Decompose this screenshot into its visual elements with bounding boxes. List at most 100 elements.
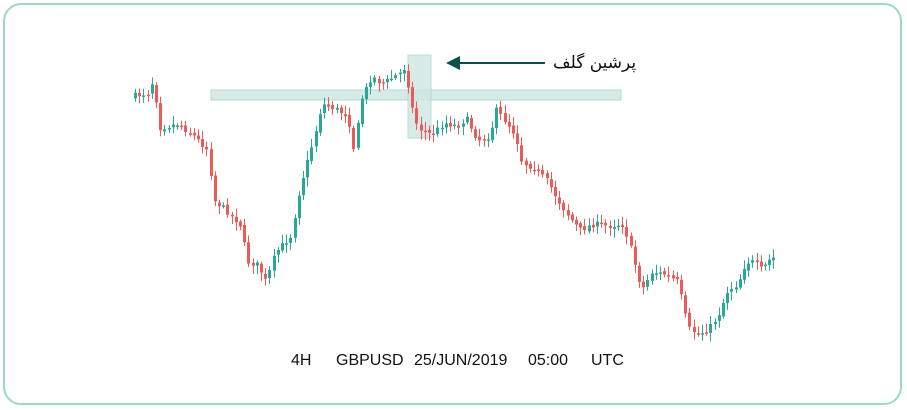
candle-body [743,269,746,280]
candle-body [331,105,334,110]
candle-body [760,261,763,267]
candle-body [231,214,234,217]
candle-body [373,77,376,83]
candle-body [474,129,477,138]
candle-body [487,139,490,141]
candle-body [218,202,221,207]
candle-body [268,269,271,278]
candle-body [306,159,309,178]
candle-body [550,179,553,188]
candle-body [449,123,452,127]
candle-body [445,123,448,128]
candle-body [630,235,633,246]
candle-body [365,87,368,100]
candle-body [571,214,574,221]
candle-body [537,169,540,171]
candle-body [315,131,318,147]
candle-body [705,332,708,334]
candle-body [142,95,145,97]
candle-body [436,127,439,134]
candle-body [609,225,612,228]
candle-body [478,136,481,141]
candle-body [327,104,330,107]
candle-body [659,272,662,274]
candle-body [768,259,771,265]
candle-body [470,118,473,129]
candle-body [394,75,397,79]
candle-body [390,78,393,81]
candle-body [386,78,389,83]
candle-body [529,163,532,169]
candle-body [697,333,700,335]
candle-body [512,125,515,134]
candle-body [415,108,418,124]
time-label: 05:00 [528,352,569,369]
candle-body [239,221,242,227]
candle-body [352,127,355,150]
highlight-box [407,54,432,139]
candle-body [407,70,410,88]
candle-body [764,264,767,267]
candle-body [655,273,658,275]
candle-body [617,225,620,228]
candle-body [525,160,528,166]
candle-body [667,275,670,277]
candle-body [499,106,502,114]
candle-body [319,114,322,133]
candle-body [596,221,599,227]
candle-body [399,72,402,75]
candle-body [176,125,179,127]
candle-body [214,175,217,202]
candle-body [222,205,225,207]
candle-body [579,223,582,228]
candle-body [680,279,683,295]
candle-body [424,130,427,133]
candle-body [772,257,775,261]
candle-body [516,133,519,144]
candle-body [277,249,280,255]
candles-group [134,64,775,342]
candle-body [466,116,469,123]
candle-body [163,129,166,132]
candle-body [714,321,717,325]
candle-body [264,274,267,279]
candle-body [168,128,171,130]
candle-body [340,107,343,113]
candle-body [189,133,192,135]
candle-body [210,149,213,176]
candle-body [457,125,460,128]
candle-body [558,197,561,204]
symbol-label: GBPUSD [336,352,404,369]
candle-body [201,139,204,147]
candle-body [613,227,616,229]
candle-body [588,225,591,232]
candle-body [453,124,456,127]
candle-body [155,85,158,103]
candle-body [554,186,557,197]
candle-body [718,315,721,321]
candle-body [735,287,738,290]
candle-body [575,219,578,225]
candle-body [730,288,733,292]
candle-body [180,125,183,128]
candle-body [184,125,187,132]
candle-body [298,195,301,219]
candle-body [378,78,381,84]
candle-body [382,82,385,84]
candle-body [462,123,465,127]
candle-body [747,263,750,271]
chart-frame [3,3,902,405]
candle-body [638,265,641,282]
candle-body [508,121,511,127]
candle-body [281,243,284,251]
candle-body [642,281,645,288]
candle-body [722,303,725,317]
candle-body [701,333,704,335]
chart-footer: 4H GBPUSD 25/JUN/2019 05:00 UTC [0,352,907,376]
candle-body [273,255,276,271]
candle-body [369,82,372,87]
candle-body [172,124,175,128]
candle-body [151,84,154,94]
candle-body [289,238,292,243]
